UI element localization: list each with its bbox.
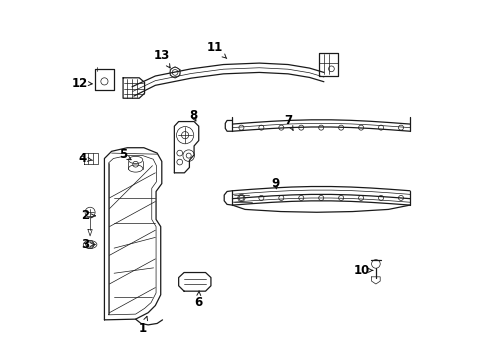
Text: 1: 1 — [139, 316, 147, 335]
Text: 7: 7 — [284, 114, 293, 130]
Text: 11: 11 — [206, 41, 227, 59]
Text: 3: 3 — [81, 238, 95, 251]
Text: 9: 9 — [271, 177, 280, 190]
Text: 6: 6 — [194, 291, 202, 309]
Text: 12: 12 — [72, 77, 92, 90]
Text: 8: 8 — [189, 109, 197, 122]
Text: 5: 5 — [119, 148, 131, 161]
Text: 10: 10 — [353, 264, 373, 277]
Text: 2: 2 — [81, 210, 96, 222]
Text: 13: 13 — [153, 49, 170, 68]
Text: 4: 4 — [79, 152, 93, 165]
